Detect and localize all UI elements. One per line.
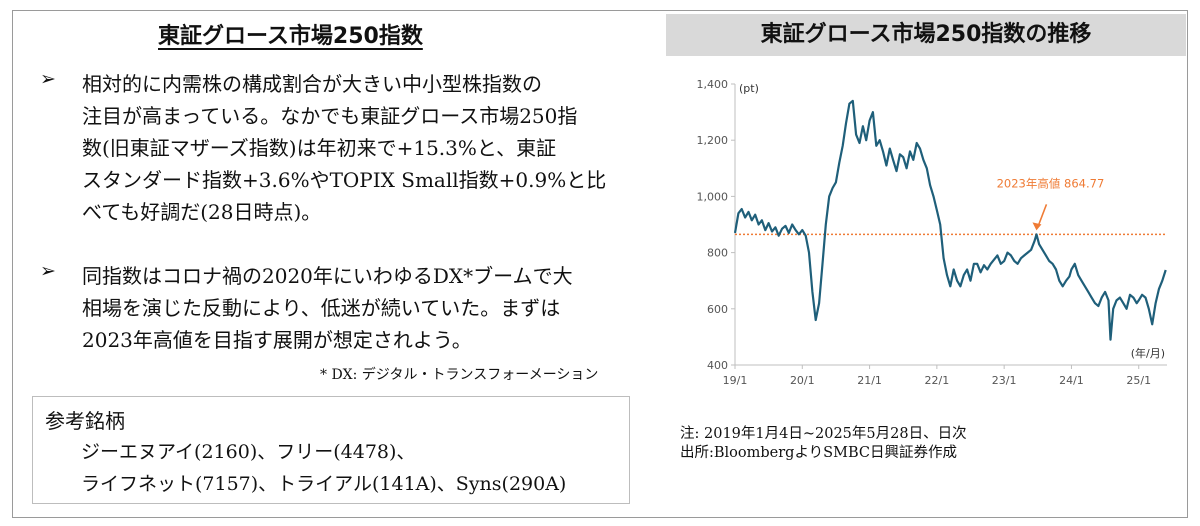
chart-header: 東証グロース市場250指数の推移 — [666, 14, 1186, 56]
dx-footnote: * DX: デジタル・トランスフォーメーション — [320, 367, 599, 383]
left-title: 東証グロース市場250指数 — [158, 24, 423, 49]
note-line: 出所:BloombergよりSMBC日興証券作成 — [680, 445, 957, 461]
index-series-line — [733, 99, 1167, 341]
x-tick-label: 22/1 — [925, 374, 950, 387]
y-tick-label: 400 — [707, 359, 728, 372]
reference-line: ライフネット(7157)、トライアル(141A)、Syns(290A) — [81, 473, 567, 495]
x-tick-label: 20/1 — [790, 374, 815, 387]
y-tick-label: 1,200 — [697, 134, 729, 147]
y-tick-label: 1,400 — [697, 78, 729, 91]
bullet-1-line: スタンダード指数+3.6%やTOPIX Small指数+0.9%と比 — [82, 168, 607, 192]
y-unit-label: (pt) — [739, 82, 759, 95]
note-line: 注: 2019年1月4日~2025年5月28日、日次 — [680, 426, 967, 442]
bullet-1-line: 数(旧東証マザーズ指数)は年初来で+15.3%と、東証 — [82, 136, 557, 160]
outer-frame — [12, 10, 1188, 518]
line-chart: 400 600 800 1,000 1,200 1,400 19/1 20/1 21/1 22/1… — [697, 78, 1167, 387]
chart-source-note: 注: 2019年1月4日~2025年5月28日、日次 出所:Bloombergよ… — [680, 425, 967, 463]
x-tick-label: 25/1 — [1126, 374, 1151, 387]
bullet-arrow-icon: ➢ — [40, 68, 56, 90]
reference-title: 参考銘柄 — [45, 409, 125, 433]
bullet-1: ➢ 相対的に内需株の構成割合が大きい中小型株指数の 注目が高まっている。なかでも… — [40, 68, 650, 228]
bullet-arrow-icon: ➢ — [40, 260, 56, 282]
bullet-1-line: 注目が高まっている。なかでも東証グロース市場250指 — [82, 104, 578, 128]
bullet-1-line: べても好調だ(28日時点)。 — [82, 200, 322, 224]
annotation-arrow-line — [1037, 204, 1048, 226]
bullet-1-text: 相対的に内需株の構成割合が大きい中小型株指数の 注目が高まっている。なかでも東証… — [82, 68, 650, 228]
bullet-2-line: 2023年高値を目指す展開が想定されよう。 — [82, 328, 472, 352]
chart-area: 400 600 800 1,000 1,200 1,400 19/1 20/1 21/1 22/1… — [683, 68, 1173, 408]
x-tick-label: 23/1 — [992, 374, 1017, 387]
y-tick-label: 800 — [707, 247, 728, 260]
annotation-label: 2023年高値 864.77 — [997, 176, 1105, 190]
bullet-1-line: 相対的に内需株の構成割合が大きい中小型株指数の — [82, 72, 542, 96]
y-tick-label: 600 — [707, 303, 728, 316]
x-tick-label: 24/1 — [1059, 374, 1084, 387]
x-tick-label: 19/1 — [723, 374, 748, 387]
y-tick-label: 1,000 — [697, 190, 729, 203]
reference-line: ジーエヌアイ(2160)、フリー(4478)、 — [81, 441, 416, 463]
reference-stocks-box: 参考銘柄 ジーエヌアイ(2160)、フリー(4478)、 ライフネット(7157… — [32, 396, 630, 504]
bullet-2: ➢ 同指数はコロナ禍の2020年にいわゆるDX*ブームで大 相場を演じた反動によ… — [40, 260, 650, 356]
x-tick-label: 21/1 — [857, 374, 882, 387]
bullet-2-line: 相場を演じた反動により、低迷が続いていた。まずは — [82, 296, 561, 320]
x-unit-label: (年/月) — [1131, 346, 1165, 360]
annotation-arrow-head — [1032, 222, 1042, 231]
bullet-2-line: 同指数はコロナ禍の2020年にいわゆるDX*ブームで大 — [82, 264, 573, 288]
bullet-2-text: 同指数はコロナ禍の2020年にいわゆるDX*ブームで大 相場を演じた反動により、… — [82, 260, 650, 356]
